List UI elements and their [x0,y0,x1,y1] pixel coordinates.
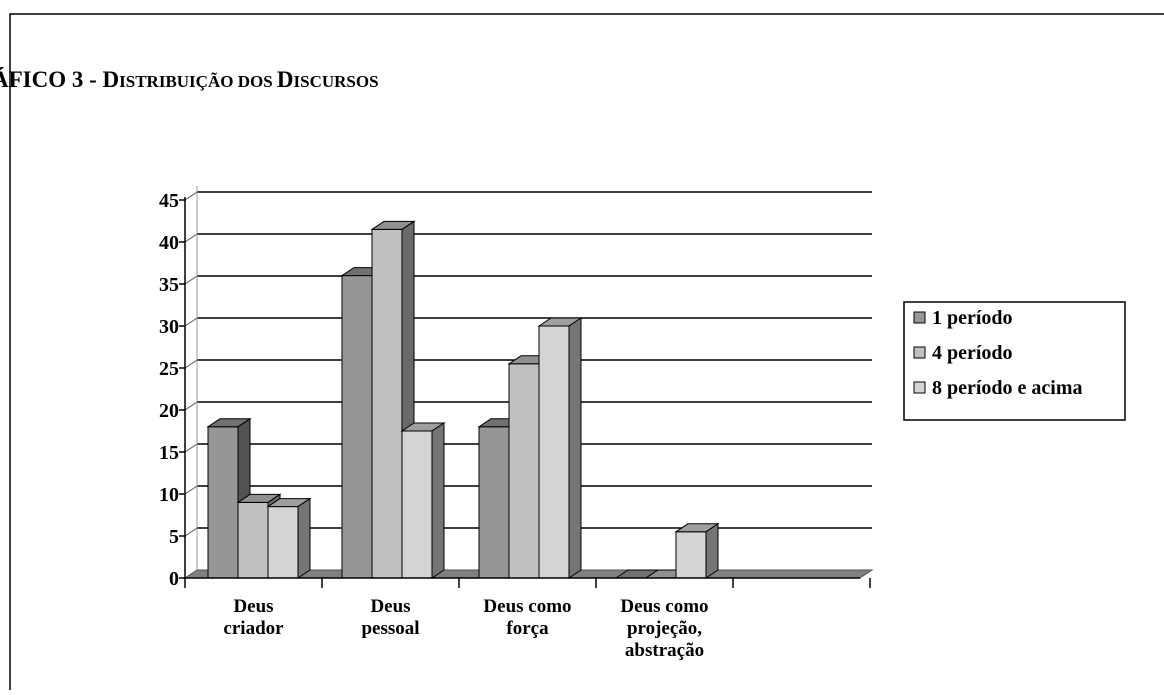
x-tick-label-0-line-1: criador [223,618,284,639]
legend: 1 período 4 período 8 período e acima [903,301,1126,421]
x-tick-label-1-line-1: pessoal [361,618,419,639]
y-tick-label-20: 20 [159,400,179,422]
x-tick-label-2: Deus como força [483,596,571,639]
x-tick-label-3-line-0: Deus como [620,596,708,617]
gridline-side-25 [184,359,198,369]
x-tick-label-0: Deus criador [223,596,284,639]
y-tick-label-40: 40 [159,232,179,254]
bar-front-0-1 [237,501,269,579]
bar-0-2 [266,497,312,579]
gridline-side-20 [184,401,198,411]
y-tick-label-35: 35 [159,274,179,296]
gridline-side-5 [184,527,198,537]
x-tick-label-3: Deus como projeção, abstração [620,596,708,661]
bar-front-1-1 [371,228,403,579]
y-tick-label-25: 25 [159,358,179,380]
x-tick-label-2-line-0: Deus como [483,596,571,617]
gridline-side-10 [184,485,198,495]
chart-border [9,13,1164,695]
bars [206,220,720,579]
x-tick-label-3-line-1: projeção, [627,618,702,639]
x-tick-label-1: Deus pessoal [361,596,419,639]
y-tick-label-30: 30 [159,316,179,338]
legend-label-1: 4 período [932,342,1013,364]
legend-swatch-1 [913,346,926,359]
legend-swatch-0 [913,311,926,324]
title-part-3: ISCURSOS [294,72,379,91]
y-tick-label-15: 15 [159,442,179,464]
bar-side-3-2 [705,522,719,579]
bar-side-1-2 [431,422,445,579]
x-tick-label-3-line-2: abstração [625,640,704,661]
bar-front-3-2 [675,531,707,579]
chart-title: ÁFICO 3 - DISTRIBUIÇÃO DOS DISCURSOS [0,67,379,92]
x-tick-label-1-line-0: Deus [370,596,410,617]
gridline-side-35 [184,275,198,285]
bar-side-0-2 [297,497,311,579]
bar-front-2-1 [508,363,540,579]
title-part-0: ÁFICO 3 - D [0,67,119,92]
y-tick-label-10: 10 [159,484,179,506]
title-part-1: ISTRIBUIÇÃO DOS [119,72,277,91]
bar-front-2-0 [478,426,510,579]
bar-side-2-2 [568,317,582,579]
legend-label-0: 1 período [932,307,1013,329]
y-tick-label-5: 5 [169,526,179,548]
y-tick-label-45: 45 [159,190,179,212]
bar-1-2 [400,422,446,579]
legend-swatch-2 [913,381,926,394]
legend-box [903,301,1126,421]
bar-3-2 [674,522,720,579]
bar-1-1 [370,220,416,579]
x-tick-label-2-line-1: força [506,618,549,639]
bar-front-0-0 [207,426,239,579]
bar-front-2-2 [538,325,570,579]
bar-front-1-0 [341,275,373,579]
bar-front-0-2 [267,506,299,579]
bar-front-1-2 [401,430,433,579]
gridline-side-30 [184,317,198,327]
gridline-side-40 [184,233,198,243]
gridline-side-15 [184,443,198,453]
gridline-side-45 [184,191,198,201]
title-part-2: D [277,67,294,92]
x-tick-label-0-line-0: Deus [233,596,273,617]
y-tick-label-0: 0 [169,568,179,590]
bar-2-2 [537,317,583,579]
legend-label-2: 8 período e acima [932,377,1083,399]
